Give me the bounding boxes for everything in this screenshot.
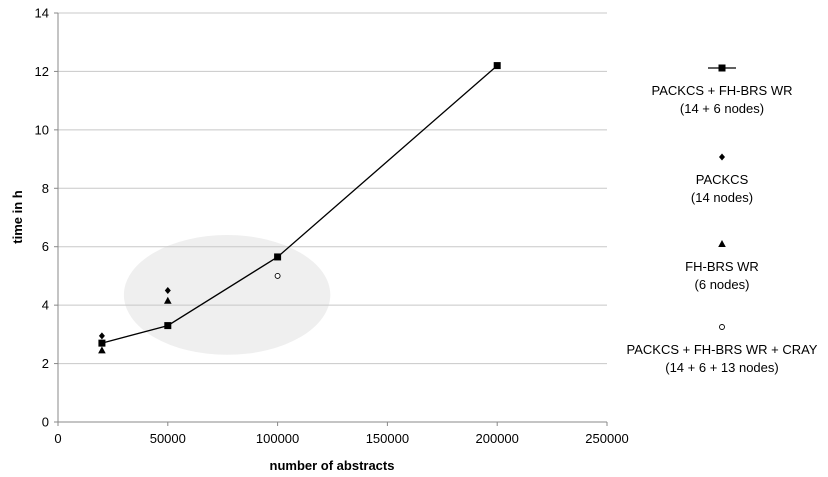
legend-sublabel: (14 + 6 + 13 nodes) xyxy=(665,360,778,375)
data-point xyxy=(98,346,106,354)
data-point xyxy=(98,332,105,340)
data-point xyxy=(164,296,172,304)
data-point xyxy=(164,322,172,330)
y-tick-label: 8 xyxy=(42,181,49,196)
y-tick-label: 12 xyxy=(35,64,49,79)
legend-item: PACKCS + FH-BRS WR (14 + 6 nodes) xyxy=(652,64,793,116)
y-tick-label: 10 xyxy=(35,122,49,137)
highlight-layer xyxy=(123,235,331,355)
x-axis-label: number of abstracts xyxy=(270,458,395,473)
data-point xyxy=(98,339,106,347)
x-tick-label: 150000 xyxy=(366,431,409,446)
legend-marker xyxy=(719,153,725,161)
legend-item: PACKCS + FH-BRS WR + CRAY (14 + 6 + 13 no… xyxy=(627,324,818,375)
series-2 xyxy=(98,296,172,354)
series-0 xyxy=(98,62,501,347)
y-tick-label: 4 xyxy=(42,298,49,313)
series-layer xyxy=(98,62,501,354)
legend-sublabel: (14 nodes) xyxy=(691,190,753,205)
y-tick-label: 6 xyxy=(42,239,49,254)
data-point xyxy=(164,287,171,295)
x-tick-label: 250000 xyxy=(585,431,628,446)
legend-label: PACKCS xyxy=(696,172,749,187)
series-3 xyxy=(274,272,281,279)
highlight-ellipse xyxy=(123,235,331,355)
legend-item: PACKCS (14 nodes) xyxy=(691,153,753,205)
legend-sublabel: (14 + 6 nodes) xyxy=(680,101,764,116)
legend-label: FH-BRS WR xyxy=(685,259,759,274)
legend-item: FH-BRS WR (6 nodes) xyxy=(685,240,759,292)
y-tick-label: 0 xyxy=(42,415,49,430)
legend-sublabel: (6 nodes) xyxy=(695,277,750,292)
grid-layer xyxy=(58,12,607,365)
legend-marker xyxy=(718,240,726,247)
y-axis-label: time in h xyxy=(10,190,25,244)
legend-label: PACKCS + FH-BRS WR + CRAY xyxy=(627,342,818,357)
axes-layer: 0 2 4 6 8 10 12 14 0 50000 100000 150000 200000 25000… xyxy=(35,6,629,447)
series-1 xyxy=(98,287,171,340)
x-tick-label: 100000 xyxy=(256,431,299,446)
data-point xyxy=(274,272,281,279)
data-point xyxy=(274,253,282,261)
x-tick-label: 50000 xyxy=(150,431,186,446)
y-tick-label: 2 xyxy=(42,356,49,371)
data-point xyxy=(493,62,501,70)
legend-marker xyxy=(718,64,726,72)
x-tick-label: 200000 xyxy=(476,431,519,446)
legend: PACKCS + FH-BRS WR (14 + 6 nodes) PACKCS (1… xyxy=(627,64,818,375)
legend-label: PACKCS + FH-BRS WR xyxy=(652,83,793,98)
legend-marker xyxy=(719,324,725,330)
y-tick-label: 14 xyxy=(35,6,49,21)
series-line xyxy=(101,65,498,344)
x-tick-label: 0 xyxy=(54,431,61,446)
